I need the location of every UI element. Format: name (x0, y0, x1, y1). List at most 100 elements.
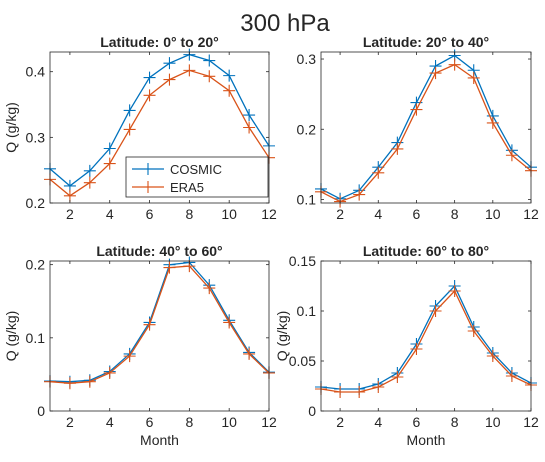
x-tick-label: 4 (374, 414, 382, 430)
x-tick-label: 8 (185, 206, 193, 222)
chart-panel-3: 2 4 6 8 10 12 0 0.1 0.2 Latitude: 40° to 60° Q (g/… (3, 243, 277, 448)
y-tick-label: 0.2 (26, 195, 46, 211)
x-tick-label: 10 (485, 414, 501, 430)
axes-box (49, 260, 270, 412)
chart-title: Latitude: 60° to 80° (363, 243, 489, 259)
x-tick-label: 2 (66, 414, 74, 430)
chart-panels: 2 4 6 8 10 12 0.2 0.3 0.4 Latitude: 0° to 20° Q (g… (3, 34, 539, 448)
y-tick-label: 0.3 (26, 129, 46, 145)
data-point-era5-4 (372, 381, 385, 393)
x-tick-label: 8 (451, 206, 459, 222)
data-point-era5-9 (203, 70, 216, 83)
series-line-era5 (49, 69, 270, 197)
data-point-era5-2 (63, 377, 76, 390)
data-point-era5-7 (429, 305, 442, 317)
x-tick-label: 2 (336, 414, 344, 430)
data-point-era5-10 (223, 84, 236, 97)
x-tick-label: 4 (106, 414, 114, 430)
y-axis-label: Q (g/kg) (274, 311, 290, 362)
series-line-cosmic (49, 53, 270, 187)
data-point-era5-4 (372, 166, 385, 179)
data-point-era5-2 (334, 386, 347, 398)
data-point-era5-3 (83, 176, 96, 189)
x-tick-label: 2 (66, 206, 74, 222)
axes-box (49, 51, 270, 204)
series-line-era5 (320, 63, 532, 203)
legend: COSMIC ERA5 (125, 156, 269, 198)
data-point-era5-10 (486, 116, 499, 129)
data-point-era5-7 (163, 73, 176, 86)
chart-panel-4: 2 4 6 8 10 12 0 0.05 0.1 0.15 Latitude: 60° to 80°… (274, 243, 539, 448)
y-axis-label: Q (g/kg) (3, 102, 19, 153)
chart-title: Latitude: 0° to 20° (100, 34, 219, 50)
y-tick-label: 0.1 (26, 330, 46, 346)
data-point-era5-6 (410, 343, 423, 355)
data-point-era5-8 (448, 58, 461, 71)
data-point-cosmic-11 (243, 109, 256, 122)
data-point-era5-11 (243, 347, 256, 360)
chart-panel-1: 2 4 6 8 10 12 0.2 0.3 0.4 Latitude: 0° to 20° Q (g… (3, 34, 277, 222)
y-tick-label: 0.2 (26, 257, 46, 273)
data-point-cosmic-6 (143, 71, 156, 84)
x-tick-label: 12 (523, 414, 539, 430)
x-tick-label: 12 (523, 206, 539, 222)
y-tick-label: 0.15 (289, 253, 316, 269)
x-tick-label: 10 (221, 206, 237, 222)
axes-box (320, 260, 532, 412)
x-tick-label: 6 (146, 206, 154, 222)
data-point-era5-11 (505, 370, 518, 382)
data-point-era5-5 (391, 371, 404, 383)
y-tick-label: 0.1 (297, 191, 317, 207)
data-point-era5-10 (223, 316, 236, 329)
series-line-cosmic (320, 54, 532, 200)
data-point-era5-3 (83, 375, 96, 388)
data-point-cosmic-10 (223, 69, 236, 82)
data-point-cosmic-9 (203, 54, 216, 67)
y-tick-label: 0.05 (289, 353, 316, 369)
data-point-era5-5 (123, 350, 136, 363)
data-point-era5-5 (391, 142, 404, 155)
chart-panel-2: 2 4 6 8 10 12 0.1 0.2 0.3 Latitude: 20° to 40° (297, 34, 539, 222)
x-axis-label: Month (407, 432, 446, 448)
data-point-era5-9 (467, 325, 480, 337)
data-point-era5-6 (143, 318, 156, 331)
data-point-era5-4 (103, 157, 116, 170)
x-tick-label: 4 (106, 206, 114, 222)
data-point-era5-11 (505, 149, 518, 162)
x-tick-label: 6 (146, 414, 154, 430)
y-tick-label: 0.4 (26, 64, 46, 80)
legend-label-cosmic: COSMIC (170, 162, 222, 177)
data-point-cosmic-4 (103, 142, 116, 155)
x-tick-label: 8 (185, 414, 193, 430)
data-point-era5-9 (467, 71, 480, 84)
data-point-era5-5 (123, 123, 136, 136)
data-point-era5-8 (448, 285, 461, 297)
x-tick-label: 10 (485, 206, 501, 222)
x-tick-label: 4 (374, 206, 382, 222)
x-tick-label: 10 (221, 414, 237, 430)
data-point-cosmic-3 (83, 164, 96, 177)
data-point-era5-8 (183, 64, 196, 77)
data-point-era5-11 (243, 121, 256, 134)
data-point-era5-7 (163, 261, 176, 274)
y-tick-label: 0 (308, 403, 316, 419)
y-tick-label: 0 (37, 403, 45, 419)
data-point-era5-6 (143, 89, 156, 102)
legend-box (125, 156, 269, 198)
legend-marker-era5 (142, 181, 154, 193)
data-point-era5-4 (103, 366, 116, 379)
data-point-era5-10 (486, 350, 499, 362)
legend-marker-cosmic (142, 163, 154, 175)
chart-title: Latitude: 20° to 40° (363, 34, 489, 50)
y-tick-label: 0.3 (297, 51, 317, 67)
x-tick-label: 12 (261, 206, 277, 222)
x-axis-label: Month (140, 432, 179, 448)
data-point-era5-3 (353, 386, 366, 398)
data-point-cosmic-7 (163, 57, 176, 70)
data-point-era5-3 (353, 188, 366, 201)
data-point-era5-7 (429, 67, 442, 80)
x-tick-label: 6 (413, 414, 421, 430)
x-tick-label: 8 (451, 414, 459, 430)
